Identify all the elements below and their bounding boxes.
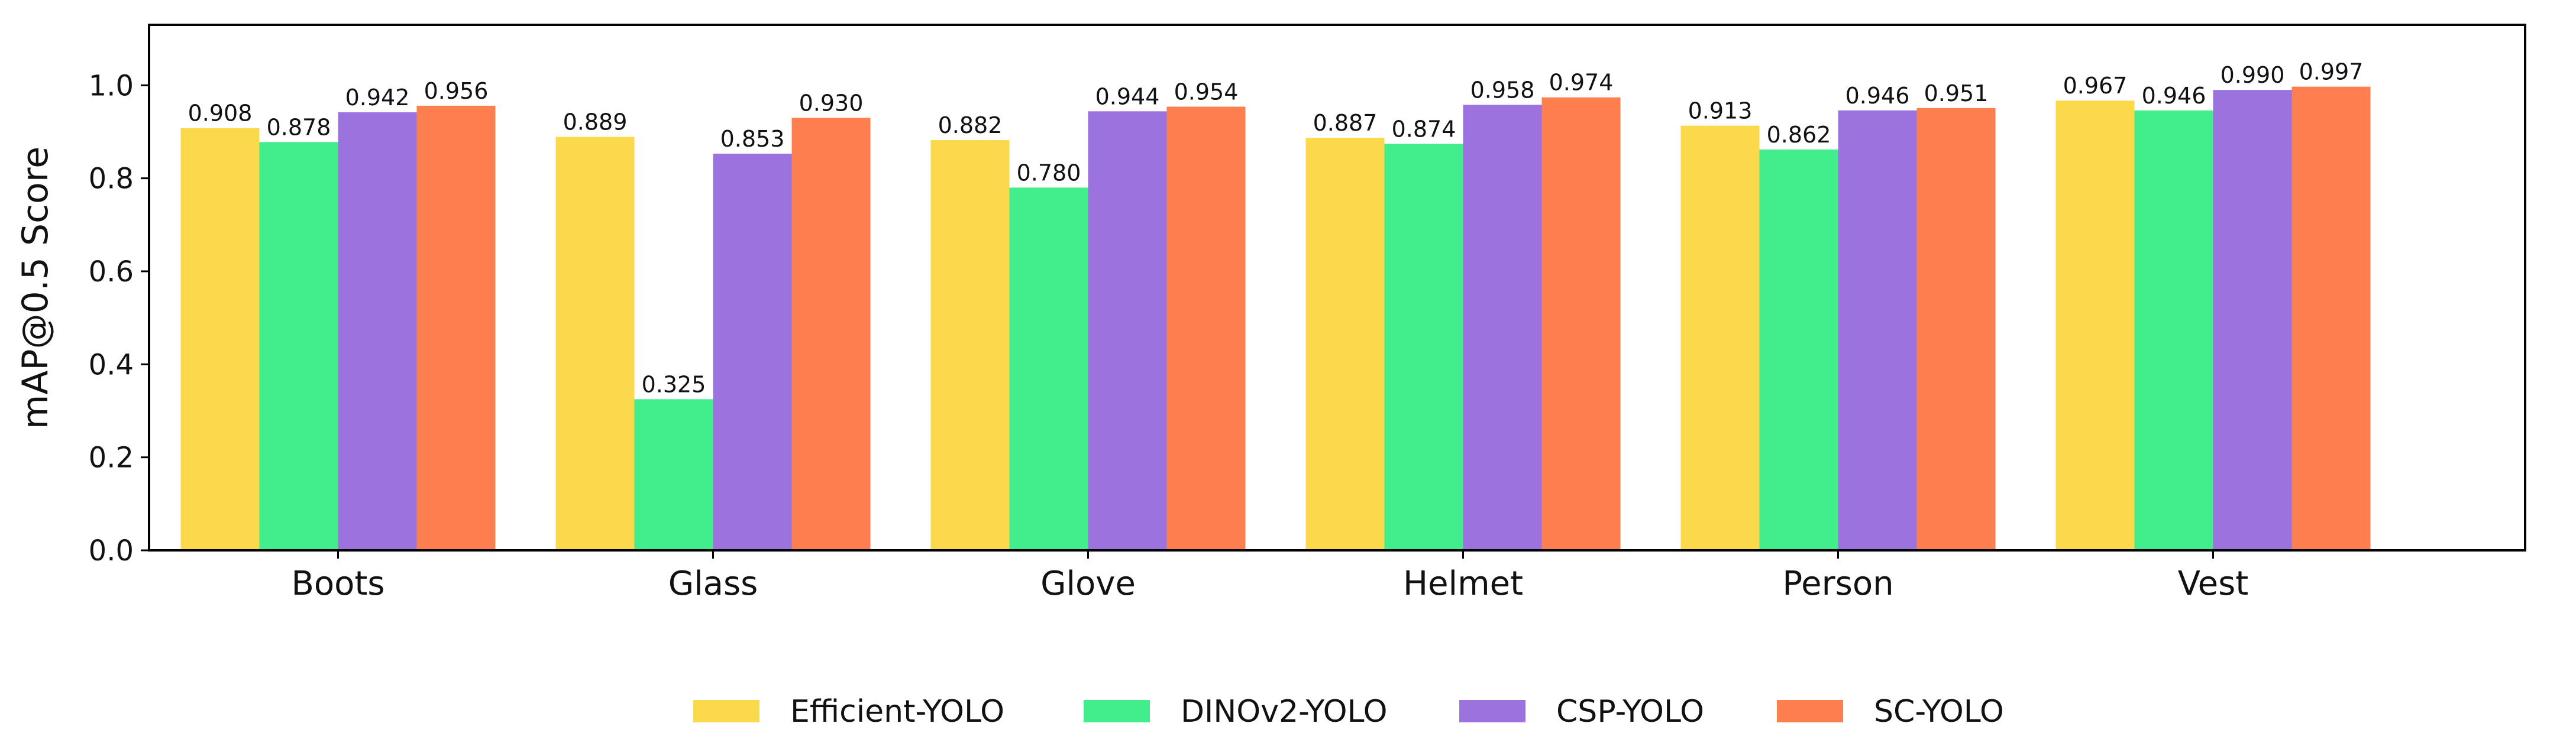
bar-efficient-yolo-person <box>1680 125 1760 550</box>
bar-efficient-yolo-glove <box>930 140 1010 550</box>
bar-csp-yolo-vest <box>2213 90 2292 550</box>
bar-efficient-yolo-helmet <box>1305 138 1385 551</box>
bar-value-label: 0.951 <box>1924 80 1989 106</box>
legend: Efficient-YOLO DINOv2-YOLO CSP-YOLO SC-YOLO <box>693 694 2004 729</box>
bar-value-label: 0.930 <box>799 90 864 116</box>
bar-value-label: 0.908 <box>188 100 253 127</box>
bar-csp-yolo-helmet <box>1463 105 1542 550</box>
x-tick-label-vest: Vest <box>2178 565 2249 603</box>
bar-value-label: 0.889 <box>563 109 628 135</box>
bar-dinov2-yolo-boots <box>259 142 338 550</box>
bar-value-label: 0.946 <box>1845 83 1910 109</box>
bar-csp-yolo-boots <box>338 112 417 550</box>
bar-csp-yolo-glove <box>1088 111 1167 550</box>
bar-value-label: 0.780 <box>1017 160 1081 186</box>
y-tick-label: 0.8 <box>89 163 134 196</box>
bar-value-label: 0.944 <box>1095 83 1160 109</box>
bar-value-label: 0.974 <box>1549 70 1614 96</box>
bar-value-label: 0.325 <box>642 371 706 397</box>
bar-dinov2-yolo-helmet <box>1384 144 1463 551</box>
bar-labels-group: 0.908 0.889 0.882 0.887 0.913 0.967 0.878 0.325… <box>188 59 2364 398</box>
y-tick-label: 0.4 <box>89 348 134 381</box>
bar-value-label: 0.913 <box>1688 98 1753 124</box>
bar-value-label: 0.958 <box>1470 77 1535 103</box>
x-tick-label-glass: Glass <box>668 565 758 603</box>
bar-dinov2-yolo-glass <box>634 399 713 550</box>
bar-value-label: 0.942 <box>345 85 410 111</box>
y-axis-label: mAP@0.5 Score <box>15 147 56 429</box>
bar-sc-yolo-person <box>1916 108 1996 550</box>
y-tick-label: 0.2 <box>89 442 134 475</box>
bar-value-label: 0.853 <box>720 126 785 152</box>
x-tick-label-glove: Glove <box>1040 565 1136 603</box>
bar-value-label: 0.997 <box>2299 59 2364 85</box>
bar-sc-yolo-boots <box>416 105 496 550</box>
legend-swatch-dinov2-yolo <box>1084 700 1150 722</box>
bar-value-label: 0.862 <box>1767 122 1831 148</box>
legend-swatch-efficient-yolo <box>693 700 759 722</box>
x-tick-label-person: Person <box>1782 565 1893 603</box>
bar-efficient-yolo-boots <box>180 128 260 551</box>
bar-csp-yolo-person <box>1838 110 1917 551</box>
bar-value-label: 0.874 <box>1392 116 1456 142</box>
bar-dinov2-yolo-vest <box>2134 110 2213 551</box>
legend-label-dinov2-yolo: DINOv2-YOLO <box>1181 694 1388 729</box>
bar-value-label: 0.882 <box>938 112 1003 138</box>
bar-value-label: 0.954 <box>1174 79 1239 105</box>
y-tick-label: 1.0 <box>89 69 134 102</box>
x-tick-label-helmet: Helmet <box>1403 565 1523 603</box>
legend-label-sc-yolo: SC-YOLO <box>1874 694 2004 729</box>
y-axis: 0.0 0.2 0.4 0.6 0.8 1.0 <box>89 69 149 567</box>
x-axis: Boots Glass Glove Helmet Person Vest <box>291 550 2248 603</box>
bar-dinov2-yolo-glove <box>1009 187 1088 550</box>
bar-value-label: 0.878 <box>267 114 331 140</box>
bar-dinov2-yolo-person <box>1759 149 1838 551</box>
x-tick-label-boots: Boots <box>291 565 384 603</box>
bar-csp-yolo-glass <box>713 153 792 551</box>
legend-swatch-sc-yolo <box>1777 700 1843 722</box>
bars-group <box>180 86 2371 551</box>
bar-sc-yolo-helmet <box>1541 97 1621 551</box>
bar-sc-yolo-vest <box>2291 86 2371 550</box>
legend-label-efficient-yolo: Efficient-YOLO <box>790 694 1004 729</box>
bar-sc-yolo-glass <box>791 118 871 550</box>
bar-value-label: 0.946 <box>2142 83 2206 109</box>
bar-value-label: 0.990 <box>2221 62 2285 88</box>
y-tick-label: 0.6 <box>89 255 134 288</box>
plot-frame <box>148 24 2526 552</box>
bar-value-label: 0.887 <box>1313 110 1378 136</box>
bar-efficient-yolo-glass <box>555 137 635 550</box>
bar-sc-yolo-glove <box>1166 106 1246 550</box>
legend-label-csp-yolo: CSP-YOLO <box>1556 694 1704 729</box>
bar-efficient-yolo-vest <box>2055 100 2135 551</box>
legend-swatch-csp-yolo <box>1459 700 1525 722</box>
y-tick-label: 0.0 <box>89 534 134 567</box>
bar-value-label: 0.967 <box>2063 73 2128 99</box>
bar-value-label: 0.956 <box>424 78 489 104</box>
